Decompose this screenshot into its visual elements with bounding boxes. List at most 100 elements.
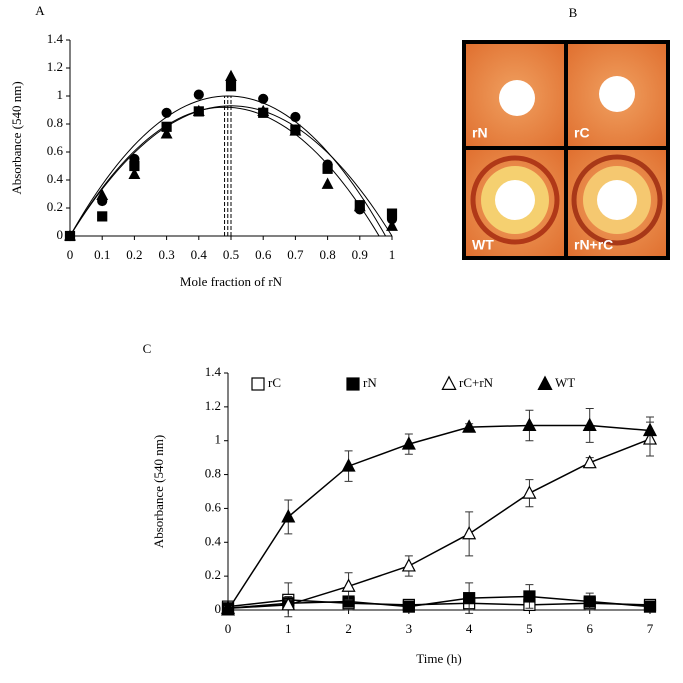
panel-label: B xyxy=(569,5,578,20)
legend-marker xyxy=(251,377,265,391)
marker xyxy=(462,419,477,433)
y-tick-label: 1.4 xyxy=(47,31,64,46)
y-tick-label: 0.4 xyxy=(205,533,222,548)
x-tick-label: 0.6 xyxy=(255,247,272,262)
x-tick-label: 4 xyxy=(466,621,473,636)
marker xyxy=(462,525,477,540)
marker xyxy=(522,417,537,432)
panel-label: A xyxy=(35,3,45,18)
x-tick-label: 0.7 xyxy=(287,247,304,262)
y-tick-label: 0.8 xyxy=(47,115,63,130)
fit-curve xyxy=(69,105,393,237)
marker xyxy=(353,199,366,212)
x-tick-label: 0.1 xyxy=(94,247,110,262)
error-bar xyxy=(585,408,594,443)
marker xyxy=(192,104,205,117)
x-tick-label: 0 xyxy=(67,247,74,262)
marker xyxy=(341,578,356,592)
error-bar xyxy=(284,499,293,535)
quadrant-label: rN+rC xyxy=(574,237,613,253)
marker xyxy=(64,229,76,241)
legend-label: rC+rN xyxy=(459,375,494,390)
plate-image xyxy=(466,44,666,256)
error-bar xyxy=(284,582,293,618)
x-tick-label: 0.5 xyxy=(223,247,239,262)
marker xyxy=(401,558,416,572)
marker xyxy=(583,595,596,608)
marker xyxy=(220,602,236,616)
x-tick-label: 1 xyxy=(389,247,396,262)
legend-label: rC xyxy=(268,375,281,390)
marker xyxy=(402,600,415,613)
marker xyxy=(128,167,141,180)
y-tick-label: 0 xyxy=(215,601,222,616)
series-line xyxy=(227,599,651,608)
marker xyxy=(643,600,657,613)
y-tick-label: 1 xyxy=(57,87,64,102)
x-axis-title: Time (h) xyxy=(416,651,461,666)
quadrant-label: rC xyxy=(574,125,590,141)
y-tick-label: 1.2 xyxy=(47,59,63,74)
marker xyxy=(582,417,597,432)
x-tick-label: 0.8 xyxy=(319,247,335,262)
marker xyxy=(225,69,237,82)
x-tick-label: 6 xyxy=(586,621,593,636)
marker xyxy=(97,211,108,222)
y-tick-label: 1 xyxy=(215,432,222,447)
legend-marker xyxy=(346,377,360,391)
y-tick-label: 0.2 xyxy=(47,199,63,214)
x-tick-label: 7 xyxy=(647,621,654,636)
quadrant-label: rN xyxy=(472,125,488,141)
marker xyxy=(401,436,416,450)
marker xyxy=(289,124,302,136)
x-tick-label: 5 xyxy=(526,621,533,636)
marker xyxy=(225,81,237,92)
panel-label: C xyxy=(143,341,152,356)
legend-label: WT xyxy=(555,375,575,390)
y-tick-label: 0.4 xyxy=(47,171,64,186)
marker xyxy=(281,508,296,523)
marker xyxy=(322,163,333,174)
x-tick-label: 0 xyxy=(225,621,232,636)
quadrant-label: WT xyxy=(472,237,494,253)
marker xyxy=(642,422,658,437)
y-axis-title: Absorbance (540 nm) xyxy=(151,435,166,548)
x-tick-label: 3 xyxy=(406,621,413,636)
error-bar xyxy=(465,511,474,557)
marker xyxy=(386,219,398,231)
error-bar xyxy=(465,582,474,614)
marker xyxy=(523,590,536,603)
legend-label: rN xyxy=(363,375,377,390)
y-tick-label: 0.8 xyxy=(205,466,221,481)
y-tick-label: 1.2 xyxy=(205,398,221,413)
marker xyxy=(257,104,270,117)
y-axis-title: Absorbance (540 nm) xyxy=(9,81,24,194)
y-tick-label: 1.4 xyxy=(205,364,222,379)
marker xyxy=(582,454,597,469)
x-tick-label: 0.3 xyxy=(158,247,174,262)
marker xyxy=(160,127,173,139)
x-axis-title: Mole fraction of rN xyxy=(180,274,283,289)
marker xyxy=(193,89,204,100)
series-line xyxy=(227,595,651,610)
marker xyxy=(161,107,172,118)
x-tick-label: 1 xyxy=(285,621,292,636)
y-tick-label: 0.6 xyxy=(47,143,64,158)
x-tick-label: 2 xyxy=(345,621,352,636)
legend-marker xyxy=(537,375,553,390)
series-line xyxy=(227,424,651,611)
marker xyxy=(522,485,537,499)
series-line xyxy=(227,438,651,610)
x-tick-label: 0.4 xyxy=(191,247,208,262)
x-tick-label: 0.9 xyxy=(352,247,368,262)
marker xyxy=(258,93,269,104)
y-tick-label: 0.2 xyxy=(205,567,221,582)
marker xyxy=(290,111,301,123)
marker xyxy=(96,188,109,201)
marker xyxy=(281,597,296,611)
y-tick-label: 0.6 xyxy=(205,499,222,514)
marker xyxy=(341,458,356,472)
marker xyxy=(386,208,398,219)
marker xyxy=(321,177,334,189)
